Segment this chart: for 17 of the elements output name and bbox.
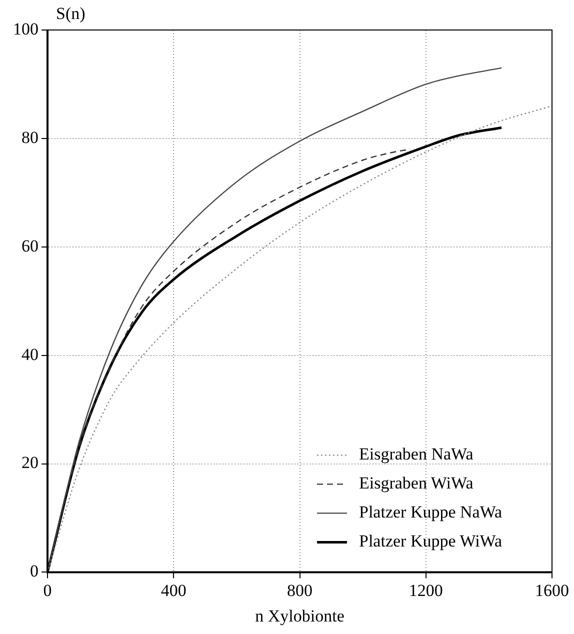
legend-label: Platzer Kuppe WiWa [359, 532, 502, 551]
y-tick-label: 60 [22, 236, 38, 256]
x-axis-title: n Xylobionte [255, 606, 344, 626]
y-tick-label: 40 [22, 344, 38, 364]
x-tick-label: 1200 [408, 580, 443, 600]
y-axis-title: S(n) [56, 4, 86, 23]
legend-label: Eisgraben NaWa [359, 444, 474, 464]
x-tick-label: 400 [160, 580, 186, 600]
legend-label: Eisgraben WiWa [359, 474, 474, 493]
x-tick-label: 1600 [535, 580, 569, 600]
y-tick-label: 0 [30, 562, 38, 581]
legend-label: Platzer Kuppe NaWa [359, 502, 503, 522]
x-tick-label: 0 [43, 580, 52, 600]
y-tick-label: 80 [22, 128, 38, 147]
y-tick-label: 100 [13, 19, 38, 38]
x-tick-label: 800 [287, 580, 312, 600]
y-tick-label: 20 [22, 453, 38, 472]
